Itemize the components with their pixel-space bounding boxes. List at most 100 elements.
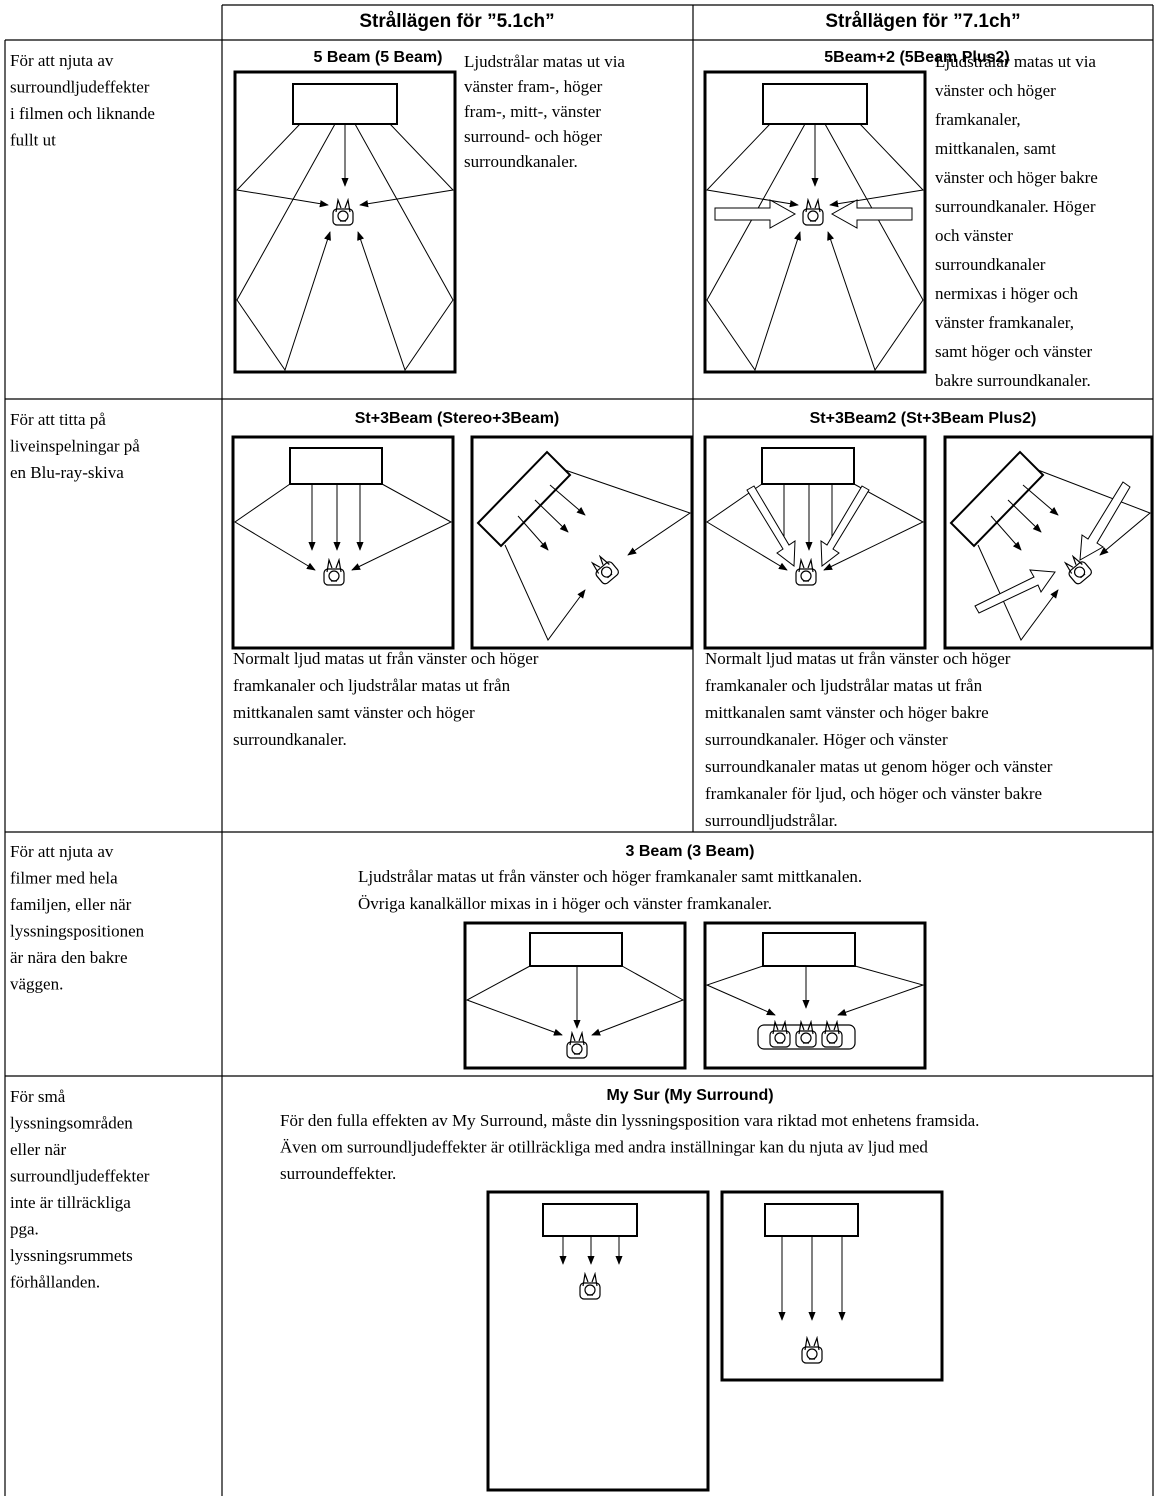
purpose-text: För att titta på bbox=[10, 410, 106, 429]
box bbox=[703, 70, 927, 374]
table-grid bbox=[4, 4, 1154, 1496]
purpose-text: är nära den bakre bbox=[10, 948, 128, 967]
use bbox=[579, 1273, 601, 1300]
arr bbox=[706, 123, 806, 372]
purpose-text: surroundljudeffekter bbox=[10, 77, 150, 96]
hol bbox=[714, 199, 797, 229]
arr bbox=[1037, 469, 1151, 556]
spk bbox=[764, 1203, 859, 1237]
column-header: Strållägen för ”5.1ch” bbox=[359, 11, 554, 32]
purpose-text: väggen. bbox=[10, 974, 63, 993]
purpose-text: inte är tillräckliga bbox=[10, 1193, 131, 1212]
description: fram-, mitt-, vänster bbox=[464, 102, 601, 121]
use bbox=[795, 559, 817, 586]
purpose-text: liveinspelningar på bbox=[10, 436, 140, 455]
description: Ljudstrålar matas ut via bbox=[935, 52, 1096, 71]
hol bbox=[746, 485, 796, 567]
arr bbox=[824, 123, 924, 372]
description: vänster fram-, höger bbox=[464, 77, 603, 96]
description: surroundkanaler. bbox=[464, 152, 578, 171]
description: surroundljudstrålar. bbox=[705, 811, 838, 830]
spk bbox=[476, 450, 572, 548]
purpose-text: För att njuta av bbox=[10, 842, 114, 861]
box bbox=[470, 435, 694, 650]
spk bbox=[762, 83, 868, 125]
cell-title: St+3Beam2 (St+3Beam Plus2) bbox=[810, 410, 1037, 427]
cell-title: 5 Beam (5 Beam) bbox=[314, 49, 443, 66]
description: vänster och höger bakre bbox=[935, 168, 1098, 187]
arr bbox=[705, 965, 776, 1016]
purpose-text: lyssningsområden bbox=[10, 1113, 133, 1132]
arr bbox=[236, 123, 336, 372]
arr bbox=[235, 123, 329, 208]
arr bbox=[829, 123, 925, 208]
description: surroundeffekter. bbox=[280, 1164, 396, 1183]
box bbox=[486, 1190, 710, 1492]
box bbox=[943, 435, 1154, 650]
description: framkanaler och ljudstrålar matas ut frå… bbox=[233, 676, 511, 695]
description: surroundkanaler. Höger bbox=[935, 197, 1096, 216]
arr bbox=[359, 123, 455, 208]
hol bbox=[974, 569, 1056, 614]
diagram-my-surround bbox=[486, 1190, 944, 1492]
arr bbox=[705, 123, 799, 208]
description: Även om surroundljudeffekter är otillräc… bbox=[280, 1137, 928, 1156]
spk bbox=[542, 1203, 638, 1237]
arr bbox=[517, 515, 549, 551]
arr bbox=[990, 515, 1022, 551]
box bbox=[703, 435, 927, 650]
cell-title: 5Beam+2 (5Beam Plus2) bbox=[824, 49, 1009, 66]
description: Ljudstrålar matas ut via bbox=[464, 52, 625, 71]
description: framkanaler och ljudstrålar matas ut frå… bbox=[705, 676, 983, 695]
box bbox=[703, 921, 927, 1070]
arr bbox=[706, 483, 788, 571]
description: surround- och höger bbox=[464, 127, 602, 146]
spk bbox=[529, 932, 623, 967]
cell-title: 3 Beam (3 Beam) bbox=[626, 843, 755, 860]
description: nermixas i höger och bbox=[935, 284, 1079, 303]
box bbox=[231, 435, 455, 650]
box bbox=[463, 921, 687, 1070]
description: Normalt ljud matas ut från vänster och h… bbox=[705, 649, 1011, 668]
spk bbox=[949, 450, 1045, 548]
hol bbox=[820, 485, 870, 567]
arr bbox=[351, 483, 453, 571]
box bbox=[720, 1190, 944, 1382]
arr bbox=[837, 965, 925, 1016]
spk bbox=[761, 447, 855, 485]
description: surroundkanaler matas ut genom höger och… bbox=[705, 757, 1053, 776]
arr bbox=[504, 544, 586, 641]
diagram-5beam-plus2 bbox=[703, 70, 927, 374]
use bbox=[1061, 552, 1094, 586]
use bbox=[801, 1337, 823, 1364]
description: mittkanalen samt vänster och höger bbox=[233, 703, 475, 722]
description: framkanaler för ljud, och höger och väns… bbox=[705, 784, 1042, 803]
purpose-text: pga. bbox=[10, 1219, 39, 1238]
use bbox=[566, 1032, 588, 1059]
arr bbox=[354, 123, 454, 372]
purpose-text: För att njuta av bbox=[10, 51, 114, 70]
spk bbox=[762, 932, 856, 967]
purpose-text: i filmen och liknande bbox=[10, 104, 155, 123]
purpose-text: eller när bbox=[10, 1140, 66, 1159]
spk bbox=[289, 447, 383, 485]
spk bbox=[292, 83, 398, 125]
arr bbox=[1007, 499, 1042, 533]
purpose-text: filmer med hela bbox=[10, 868, 118, 887]
description: samt höger och vänster bbox=[935, 342, 1093, 361]
description: mittkanalen samt vänster och höger bakre bbox=[705, 703, 989, 722]
description: Ljudstrålar matas ut från vänster och hö… bbox=[358, 867, 862, 886]
arr bbox=[564, 469, 692, 556]
description: Övriga kanalkällor mixas in i höger och … bbox=[358, 894, 772, 913]
purpose-text: lyssningsrummets bbox=[10, 1246, 133, 1265]
description: mittkanalen, samt bbox=[935, 139, 1056, 158]
box bbox=[233, 70, 457, 374]
arr bbox=[549, 484, 586, 516]
description: Normalt ljud matas ut från vänster och h… bbox=[233, 649, 539, 668]
cell-title: My Sur (My Surround) bbox=[606, 1087, 773, 1104]
purpose-text: lyssningspositionen bbox=[10, 921, 145, 940]
diagram-5beam bbox=[233, 70, 457, 374]
diagram-3beam bbox=[463, 921, 927, 1070]
